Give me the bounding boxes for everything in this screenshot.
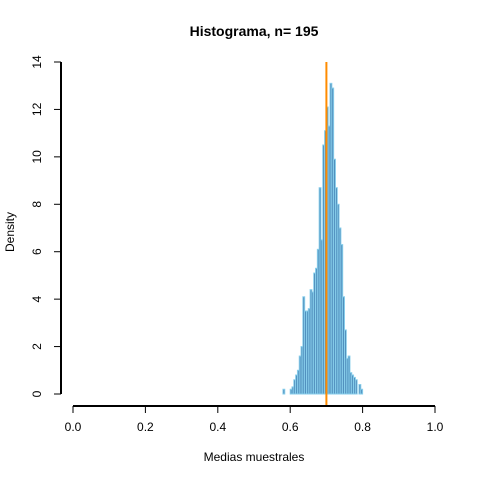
x-tick-label: 0.8	[354, 420, 371, 434]
y-axis: 0 2 4 6 8 10 12 14	[30, 55, 62, 397]
x-axis: 0.0 0.2 0.4 0.6 0.8 1.0	[65, 405, 444, 434]
x-tick-label: 0.4	[209, 420, 226, 434]
y-axis-title: Density	[3, 212, 17, 252]
y-tick-label: 4	[30, 295, 44, 302]
x-axis-title: Medias muestrales	[204, 450, 305, 464]
histogram-bars	[282, 82, 364, 395]
y-tick-label: 12	[30, 102, 44, 116]
x-tick-label: 1.0	[427, 420, 444, 434]
x-tick-label: 0.2	[137, 420, 154, 434]
y-tick-label: 6	[30, 248, 44, 255]
y-tick-label: 14	[30, 55, 44, 69]
y-tick-label: 8	[30, 201, 44, 208]
histogram-bar	[282, 388, 286, 395]
y-tick-label: 10	[30, 150, 44, 164]
y-tick-label: 2	[30, 343, 44, 350]
histogram-bar	[360, 388, 364, 395]
y-tick-label: 0	[30, 390, 44, 397]
histogram-bar	[354, 379, 358, 395]
x-tick-label: 0.0	[65, 420, 82, 434]
chart-title: Histograma, n= 195	[190, 23, 319, 39]
x-tick-label: 0.6	[282, 420, 299, 434]
